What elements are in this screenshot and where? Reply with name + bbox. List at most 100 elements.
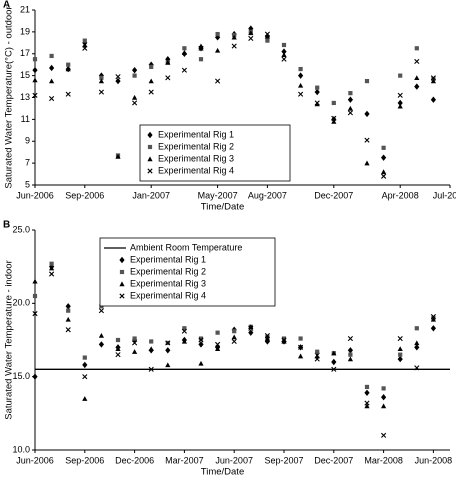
x-tick-label: Mar-2007: [165, 455, 204, 465]
point: [381, 386, 386, 391]
point: [264, 31, 270, 37]
point: [347, 105, 353, 111]
legend-label: Experimental Rig 1: [158, 129, 234, 139]
point: [148, 346, 154, 351]
point: [82, 374, 88, 380]
point: [115, 74, 121, 80]
legend-label: Experimental Rig 4: [158, 165, 234, 175]
x-tick-label: Jun-2008: [415, 455, 453, 465]
point: [348, 352, 353, 357]
x-tick-label: Jul-2008: [433, 190, 456, 200]
panel-label: A: [3, 0, 10, 11]
point: [248, 35, 254, 42]
point: [315, 349, 320, 354]
point: [215, 330, 220, 335]
point: [182, 46, 187, 51]
point: [98, 341, 104, 348]
point: [82, 38, 87, 43]
legend-marker: [119, 269, 125, 275]
y-tick-label: 9: [25, 136, 30, 146]
point: [430, 96, 436, 103]
point: [215, 47, 221, 53]
y-tick-label: 25.0: [12, 224, 30, 234]
point: [132, 73, 137, 78]
y-tick-label: 20.0: [12, 298, 30, 308]
point: [248, 329, 254, 336]
point: [165, 75, 171, 81]
point: [149, 339, 154, 344]
point: [397, 103, 403, 109]
point: [364, 400, 370, 406]
point: [148, 78, 154, 84]
point: [32, 373, 38, 380]
point: [248, 325, 254, 331]
legend-marker: [147, 168, 153, 174]
y-tick-label: 15: [20, 70, 30, 80]
point: [115, 337, 121, 343]
point: [381, 154, 387, 161]
point: [231, 338, 237, 345]
point: [414, 344, 420, 351]
point: [198, 341, 204, 348]
panel-label: B: [3, 220, 10, 231]
point: [248, 30, 254, 36]
y-axis-title: Saturated Water Temperature(°C) - outdoo…: [4, 6, 15, 188]
point: [364, 78, 370, 84]
point: [381, 145, 386, 150]
point: [397, 355, 403, 363]
y-tick-label: 11: [21, 114, 30, 124]
legend-label: Experimental Rig 2: [158, 141, 234, 151]
x-tick-label: Aug-2007: [248, 190, 287, 200]
point: [414, 83, 420, 90]
point: [430, 313, 436, 320]
x-tick-label: May-2007: [198, 190, 238, 200]
point: [115, 352, 121, 358]
point: [32, 92, 38, 98]
point: [82, 42, 88, 48]
y-axis-title: Saturated Water Temperature - indoor: [4, 260, 15, 419]
point: [65, 66, 71, 72]
point: [98, 308, 104, 314]
point: [264, 333, 270, 339]
point: [98, 78, 104, 84]
point: [165, 340, 171, 346]
y-tick-label: 21: [20, 4, 30, 14]
point: [430, 325, 436, 332]
point: [347, 356, 353, 362]
point: [215, 78, 221, 84]
x-tick-label: Jan-2007: [132, 190, 170, 200]
y-tick-label: 5: [25, 179, 30, 189]
point: [82, 396, 88, 401]
point: [98, 333, 104, 338]
point: [315, 85, 320, 90]
point: [181, 67, 187, 73]
point: [298, 66, 303, 72]
legend-box: [139, 124, 291, 182]
legend-marker: [147, 156, 153, 162]
point: [414, 326, 419, 331]
point: [231, 334, 237, 340]
point: [364, 389, 370, 396]
point: [364, 160, 370, 166]
point: [331, 350, 337, 356]
point: [397, 99, 403, 107]
point: [65, 303, 71, 310]
point: [32, 278, 38, 284]
point: [32, 57, 38, 62]
legend-label: Experimental Rig 3: [158, 153, 234, 163]
point: [430, 316, 436, 322]
point: [314, 88, 320, 96]
point: [314, 101, 320, 107]
point: [298, 336, 303, 341]
point: [414, 340, 420, 346]
x-tick-label: Sep-2006: [65, 455, 104, 465]
legend-marker: [147, 131, 153, 139]
y-tick-label: 15.0: [12, 371, 30, 381]
legend-box: [99, 237, 276, 307]
point: [165, 347, 171, 354]
point: [298, 91, 304, 97]
x-tick-label: Jun-2006: [16, 190, 54, 200]
point: [82, 45, 88, 51]
point: [49, 78, 55, 84]
